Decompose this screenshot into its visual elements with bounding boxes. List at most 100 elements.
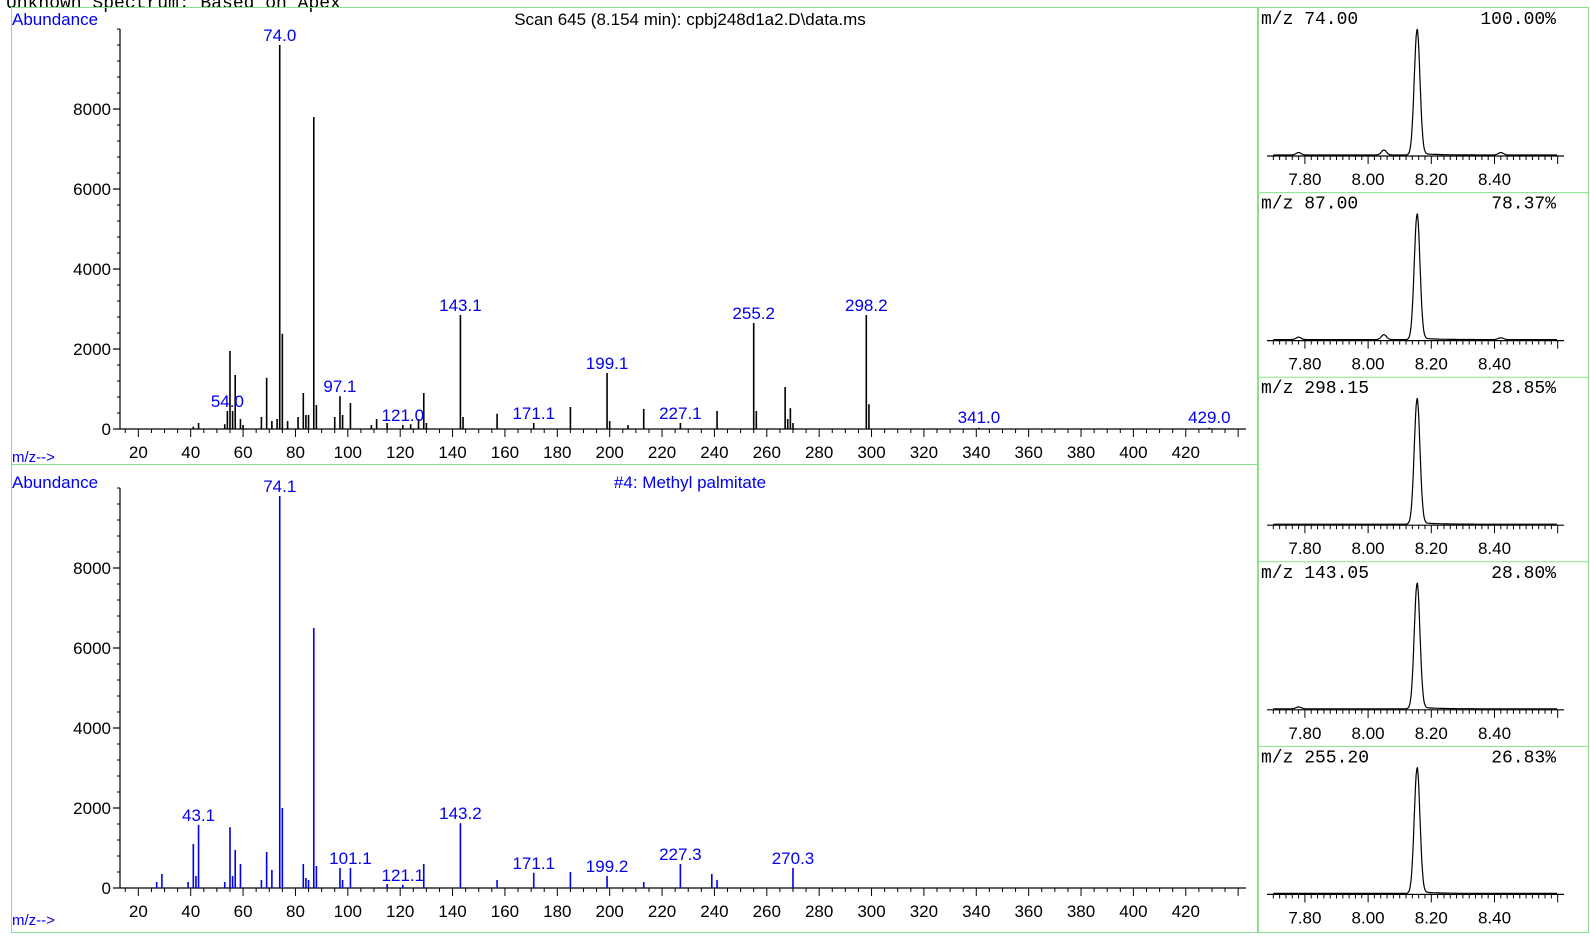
peak-label: 121.0	[382, 406, 425, 425]
peak-label: 143.2	[439, 804, 482, 823]
peak-label: 199.1	[586, 354, 629, 373]
x-tick-label: 320	[910, 443, 938, 462]
x-tick-label: 420	[1172, 902, 1200, 921]
peak-label: 74.1	[263, 477, 296, 496]
x-tick-label: 420	[1172, 443, 1200, 462]
y-tick-label: 2000	[73, 340, 111, 359]
eic-x-tick-label: 7.80	[1288, 908, 1321, 927]
chart-title: Scan 645 (8.154 min): cpbj248d1a2.D\data…	[514, 10, 866, 29]
eic-x-tick-label: 8.20	[1415, 539, 1448, 558]
x-tick-label: 260	[753, 443, 781, 462]
peak-label: 97.1	[323, 377, 356, 396]
x-tick-label: 80	[286, 902, 305, 921]
peak-label: 270.3	[772, 849, 815, 868]
eic-column-frame	[1258, 7, 1589, 933]
x-tick-label: 180	[543, 902, 571, 921]
eic-x-tick-label: 8.40	[1478, 908, 1511, 927]
eic-x-tick-label: 8.40	[1478, 724, 1511, 743]
eic-x-tick-label: 8.00	[1352, 539, 1385, 558]
x-tick-label: 220	[648, 902, 676, 921]
eic-x-tick-label: 8.40	[1478, 539, 1511, 558]
x-tick-label: 380	[1067, 902, 1095, 921]
eic-x-tick-label: 8.00	[1352, 170, 1385, 189]
peak-label: 143.1	[439, 296, 482, 315]
eic-trace	[1273, 582, 1557, 710]
x-tick-label: 60	[234, 902, 253, 921]
ion-chromatogram-panel: m/z 74.00 100.00% 7.80 8.00 8.20 8.40	[1261, 10, 1564, 189]
eic-percent-label: 100.00%	[1480, 10, 1556, 30]
bottom-panel-frame	[11, 464, 1258, 933]
eic-x-tick-label: 8.00	[1352, 355, 1385, 374]
x-tick-label: 60	[234, 443, 253, 462]
x-tick-label: 300	[857, 902, 885, 921]
x-tick-label: 180	[543, 443, 571, 462]
eic-x-tick-label: 7.80	[1288, 170, 1321, 189]
ion-chromatogram-panel: m/z 87.00 78.37% 7.80 8.00 8.20 8.40	[1259, 192, 1589, 374]
x-tick-label: 40	[181, 443, 200, 462]
x-tick-label: 200	[595, 902, 623, 921]
peak-label: 101.1	[329, 849, 372, 868]
y-tick-label: 4000	[73, 719, 111, 738]
eic-percent-label: 28.80%	[1491, 564, 1556, 584]
peak-label: 43.1	[182, 806, 215, 825]
x-tick-label: 320	[910, 902, 938, 921]
x-tick-label: 200	[595, 443, 623, 462]
eic-trace	[1273, 28, 1557, 156]
peak-label: 429.0	[1188, 408, 1231, 427]
ion-chromatogram-column: m/z 74.00 100.00%7.80 8.00 8.20 8.40m/z 87.0…	[1259, 10, 1589, 927]
peak-label: 227.1	[659, 404, 702, 423]
y-tick-label: 8000	[73, 100, 111, 119]
eic-mz-label: m/z 255.20	[1261, 748, 1369, 768]
eic-x-tick-label: 8.40	[1478, 170, 1511, 189]
peak-label: 54.0	[211, 392, 244, 411]
eic-x-tick-label: 8.20	[1415, 908, 1448, 927]
eic-x-tick-label: 8.20	[1415, 170, 1448, 189]
x-tick-label: 360	[1014, 902, 1042, 921]
eic-x-tick-label: 7.80	[1288, 355, 1321, 374]
x-axis-label: m/z-->	[12, 912, 55, 929]
peak-label: 298.2	[845, 296, 888, 315]
x-tick-label: 100	[334, 902, 362, 921]
y-tick-label: 0	[102, 879, 111, 898]
eic-x-tick-label: 7.80	[1288, 539, 1321, 558]
eic-percent-label: 78.37%	[1491, 195, 1556, 215]
peak-label: 171.1	[512, 854, 555, 873]
eic-x-tick-label: 7.80	[1288, 724, 1321, 743]
x-tick-label: 120	[386, 443, 414, 462]
eic-x-tick-label: 8.00	[1352, 724, 1385, 743]
eic-trace	[1273, 397, 1557, 525]
peak-label: 255.2	[732, 304, 775, 323]
x-tick-label: 120	[386, 902, 414, 921]
x-tick-label: 40	[181, 902, 200, 921]
eic-mz-label: m/z 87.00	[1261, 195, 1358, 215]
x-tick-label: 340	[962, 902, 990, 921]
x-tick-label: 340	[962, 443, 990, 462]
x-tick-label: 260	[753, 902, 781, 921]
x-tick-label: 80	[286, 443, 305, 462]
ion-chromatogram-panel: m/z 298.15 28.85% 7.80 8.00 8.20 8.40	[1259, 376, 1589, 558]
ion-chromatogram-panel: m/z 255.20 26.83% 7.80 8.00 8.20 8.40	[1259, 745, 1589, 927]
eic-x-tick-label: 8.40	[1478, 355, 1511, 374]
x-tick-label: 140	[438, 902, 466, 921]
eic-mz-label: m/z 143.05	[1261, 564, 1369, 584]
ion-chromatogram-panel: m/z 143.05 28.80% 7.80 8.00 8.20 8.40	[1259, 561, 1589, 743]
spectrum-scan-panel: Abundance Scan 645 (8.154 min): cpbj248d…	[12, 10, 1246, 466]
x-tick-label: 240	[700, 902, 728, 921]
eic-x-tick-label: 8.20	[1415, 724, 1448, 743]
y-tick-label: 8000	[73, 559, 111, 578]
x-tick-label: 140	[438, 443, 466, 462]
x-tick-label: 280	[805, 443, 833, 462]
y-axis-label: Abundance	[12, 473, 98, 492]
eic-trace	[1273, 213, 1557, 341]
x-tick-label: 160	[491, 443, 519, 462]
eic-x-tick-label: 8.20	[1415, 355, 1448, 374]
eic-percent-label: 28.85%	[1491, 379, 1556, 399]
panel-frames	[11, 7, 1589, 933]
chart-title: #4: Methyl palmitate	[614, 473, 766, 492]
eic-trace	[1273, 767, 1557, 894]
x-tick-label: 100	[334, 443, 362, 462]
x-tick-label: 300	[857, 443, 885, 462]
spectrum-library-panel: Abundance #4: Methyl palmitate m/z--> 0 2…	[12, 473, 1246, 929]
x-tick-label: 400	[1119, 902, 1147, 921]
